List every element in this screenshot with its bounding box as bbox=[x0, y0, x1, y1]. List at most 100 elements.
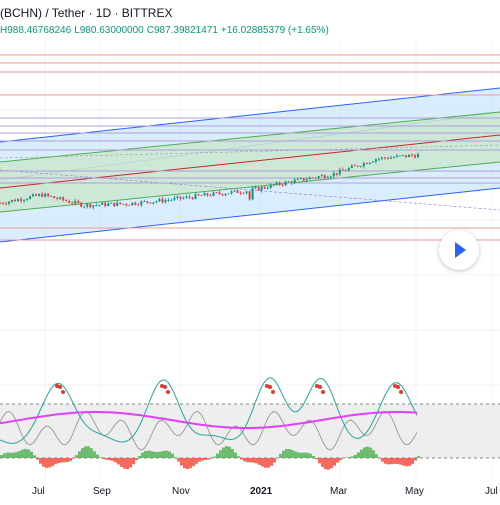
candle-body bbox=[116, 203, 118, 206]
histogram-bar bbox=[180, 458, 183, 465]
histogram-bar bbox=[27, 449, 30, 458]
candle-body bbox=[170, 200, 172, 201]
candle-body bbox=[56, 198, 58, 199]
histogram-bar bbox=[363, 447, 366, 458]
candle-body bbox=[366, 163, 368, 164]
histogram-bar bbox=[6, 453, 9, 458]
ohlc-low: L980.63000000 bbox=[74, 25, 144, 36]
candle-body bbox=[216, 192, 218, 193]
candle-body bbox=[264, 187, 266, 188]
histogram-bar bbox=[390, 458, 393, 464]
histogram-bar bbox=[150, 451, 153, 458]
candle-body bbox=[182, 198, 184, 199]
histogram-bar bbox=[45, 458, 48, 468]
candle-body bbox=[179, 197, 181, 199]
candle-body bbox=[155, 201, 157, 202]
candle-body bbox=[110, 203, 112, 204]
candle-body bbox=[143, 201, 145, 202]
histogram-bar bbox=[156, 452, 159, 458]
symbol-title: (BCHN) / Tether · 1D · BITTREX bbox=[0, 6, 172, 20]
candle-body bbox=[399, 156, 401, 157]
candle-body bbox=[11, 200, 13, 202]
candle-body bbox=[185, 196, 187, 197]
histogram-bar bbox=[159, 452, 162, 458]
histogram-bar bbox=[339, 458, 342, 460]
histogram-bar bbox=[60, 458, 63, 462]
histogram-bar bbox=[66, 458, 69, 462]
histogram-bar bbox=[402, 458, 405, 466]
candle-body bbox=[369, 163, 371, 164]
histogram-bar bbox=[177, 458, 180, 462]
candle-body bbox=[315, 178, 317, 179]
candle-body bbox=[333, 173, 335, 176]
histogram-bar bbox=[291, 450, 294, 458]
candle-body bbox=[339, 170, 341, 175]
candle-body bbox=[384, 157, 386, 158]
candle-body bbox=[5, 204, 7, 205]
histogram-bar bbox=[132, 458, 135, 464]
histogram-bar bbox=[264, 458, 267, 468]
candle-body bbox=[306, 179, 308, 180]
histogram-bar bbox=[90, 448, 93, 458]
oscillator-panel[interactable] bbox=[0, 378, 500, 470]
histogram-bar bbox=[183, 458, 186, 468]
candle-body bbox=[206, 193, 208, 195]
histogram-bar bbox=[171, 454, 174, 458]
candle-body bbox=[291, 182, 293, 183]
peak-marker bbox=[399, 390, 403, 394]
histogram-bar bbox=[315, 458, 318, 459]
histogram-bar bbox=[48, 458, 51, 467]
candle-body bbox=[288, 182, 290, 183]
candle-body bbox=[41, 194, 43, 197]
histogram-bar bbox=[279, 454, 282, 458]
candle-body bbox=[74, 201, 76, 203]
histogram-bar bbox=[24, 449, 27, 458]
histogram-bar bbox=[63, 458, 66, 462]
histogram-bar bbox=[210, 458, 213, 459]
candle-body bbox=[279, 183, 281, 185]
histogram-bar bbox=[372, 450, 375, 458]
candle-body bbox=[203, 193, 205, 195]
histogram-bar bbox=[285, 449, 288, 458]
peak-marker bbox=[318, 385, 322, 389]
histogram-bar bbox=[54, 458, 57, 464]
candle-body bbox=[240, 193, 242, 194]
histogram-bar bbox=[102, 458, 105, 459]
candle-body bbox=[134, 203, 136, 205]
histogram-bar bbox=[147, 451, 150, 458]
candle-body bbox=[164, 200, 166, 202]
histogram-bar bbox=[306, 453, 309, 458]
candle-body bbox=[282, 185, 284, 186]
histogram-bar bbox=[36, 458, 39, 460]
candle-body bbox=[390, 158, 392, 159]
peak-marker bbox=[58, 385, 62, 389]
histogram-bar bbox=[234, 453, 237, 458]
candle-body bbox=[237, 190, 239, 193]
x-tick-label: Nov bbox=[172, 486, 190, 497]
candle-body bbox=[342, 170, 344, 171]
histogram-bar bbox=[39, 458, 42, 464]
candle-body bbox=[375, 159, 377, 161]
histogram-bar bbox=[384, 458, 387, 464]
histogram-bar bbox=[375, 454, 378, 458]
histogram-bar bbox=[417, 456, 420, 458]
histogram-bar bbox=[351, 456, 354, 458]
histogram-bar bbox=[327, 458, 330, 470]
replay-play-button[interactable] bbox=[439, 230, 479, 270]
candle-body bbox=[411, 155, 413, 156]
candle-body bbox=[258, 187, 260, 190]
candle-body bbox=[318, 176, 320, 178]
peak-marker bbox=[163, 385, 167, 389]
candle-body bbox=[128, 205, 130, 206]
histogram-bar bbox=[99, 457, 102, 458]
candle-body bbox=[92, 205, 94, 207]
histogram-bar bbox=[168, 451, 171, 458]
histogram-bar bbox=[78, 451, 81, 458]
histogram-bar bbox=[240, 458, 243, 459]
candle-body bbox=[210, 195, 212, 196]
candle-body bbox=[348, 168, 350, 171]
histogram-bar bbox=[123, 458, 126, 469]
candle-body bbox=[360, 166, 362, 167]
